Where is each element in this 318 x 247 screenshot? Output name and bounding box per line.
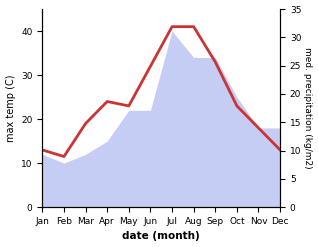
X-axis label: date (month): date (month) (122, 231, 200, 242)
Y-axis label: med. precipitation (kg/m2): med. precipitation (kg/m2) (303, 47, 313, 169)
Y-axis label: max temp (C): max temp (C) (5, 74, 16, 142)
